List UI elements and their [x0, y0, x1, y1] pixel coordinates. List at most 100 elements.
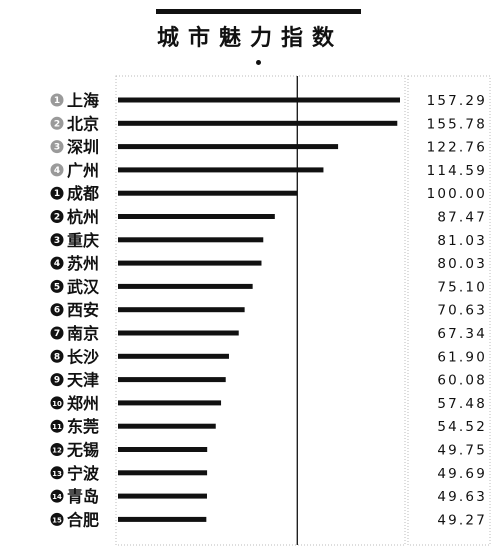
bar — [118, 307, 245, 313]
rank-label: 12 — [52, 447, 62, 455]
value-label: 49.27 — [437, 512, 487, 528]
rank-badge — [50, 443, 64, 456]
value-label: 122.76 — [427, 140, 487, 156]
bar — [118, 167, 324, 173]
category-label: 宁波 — [67, 464, 100, 483]
value-label: 60.08 — [437, 373, 487, 389]
value-label: 114.59 — [427, 163, 487, 179]
rank-badge — [50, 326, 64, 340]
bar — [118, 283, 253, 289]
bar — [118, 120, 398, 126]
rank-badge — [50, 489, 64, 503]
rank-badge — [50, 396, 64, 410]
rank-label: 4 — [54, 259, 60, 269]
rank-label: 10 — [52, 400, 62, 408]
rank-badge — [50, 373, 64, 387]
value-label: 57.48 — [437, 396, 487, 412]
rank-label: 8 — [54, 352, 60, 362]
value-label: 155.78 — [427, 116, 487, 132]
rank-badge — [50, 233, 64, 247]
bar — [118, 423, 216, 429]
category-label: 天津 — [67, 371, 99, 390]
bar — [118, 190, 298, 196]
value-label: 80.03 — [437, 256, 487, 272]
rank-badge — [50, 186, 64, 200]
rank-label: 6 — [54, 306, 60, 316]
value-label: 81.03 — [437, 233, 487, 249]
category-label: 北京 — [67, 114, 99, 133]
rank-label: 9 — [54, 376, 60, 386]
rank-badge — [50, 419, 64, 433]
value-label: 49.69 — [437, 466, 487, 482]
category-label: 合肥 — [67, 510, 99, 529]
rank-badge — [50, 512, 64, 526]
bar — [118, 260, 262, 266]
bar — [118, 470, 208, 476]
bar — [118, 447, 208, 452]
rank-label: 11 — [52, 423, 62, 431]
rank-badge — [50, 163, 64, 177]
rank-label: 2 — [54, 213, 60, 223]
bar — [118, 377, 226, 383]
value-label: 75.10 — [437, 279, 487, 295]
rank-label: 2 — [54, 119, 60, 129]
rank-badge — [50, 116, 64, 130]
rank-badge — [50, 256, 64, 270]
rank-badge — [50, 210, 64, 223]
value-label: 87.47 — [437, 210, 487, 226]
category-label: 成都 — [67, 184, 99, 203]
rank-label: 14 — [52, 493, 62, 501]
rank-badge — [50, 303, 64, 317]
category-label: 上海 — [67, 91, 99, 110]
rank-label: 3 — [54, 143, 60, 153]
bar — [118, 400, 222, 406]
category-label: 杭州 — [67, 208, 99, 227]
chart-title: 城市魅力指数 — [156, 26, 343, 51]
category-label: 无锡 — [66, 441, 99, 460]
rank-badge — [50, 466, 64, 480]
category-label: 东莞 — [67, 417, 99, 436]
value-label: 100.00 — [427, 186, 487, 202]
category-label: 郑州 — [67, 394, 99, 413]
plot-frame — [115, 75, 406, 546]
rank-label: 1 — [54, 96, 60, 106]
value-label: 157.29 — [427, 93, 487, 109]
category-label: 重庆 — [67, 231, 99, 250]
bar — [118, 516, 207, 522]
bar — [118, 493, 207, 499]
bar — [118, 237, 264, 243]
category-label: 武汉 — [67, 277, 100, 296]
rank-label: 4 — [54, 166, 60, 176]
rank-badge — [50, 279, 64, 293]
value-label: 49.63 — [437, 489, 487, 505]
category-label: 广州 — [67, 161, 99, 180]
value-column-frame — [407, 75, 491, 546]
rank-label: 1 — [54, 189, 60, 199]
rank-label: 15 — [52, 516, 62, 524]
rank-label: 7 — [54, 329, 60, 339]
value-label: 49.75 — [437, 443, 487, 459]
category-label: 深圳 — [67, 138, 99, 157]
rank-label: 13 — [52, 470, 62, 478]
category-label: 西安 — [67, 301, 99, 320]
bar — [118, 144, 339, 150]
value-label: 70.63 — [437, 303, 487, 319]
category-label: 青岛 — [67, 487, 99, 506]
value-label: 54.52 — [437, 419, 487, 435]
rank-label: 5 — [54, 282, 60, 292]
bar — [118, 330, 239, 336]
bar — [118, 353, 229, 359]
bar — [118, 214, 275, 219]
rank-label: 3 — [54, 236, 60, 246]
value-label: 61.90 — [437, 349, 487, 365]
bar — [118, 97, 400, 103]
category-label: 苏州 — [67, 254, 99, 273]
category-label: 南京 — [67, 324, 99, 343]
rank-badge — [50, 349, 64, 363]
value-label: 67.34 — [437, 326, 487, 342]
rank-badge — [50, 140, 64, 154]
category-label: 长沙 — [67, 347, 99, 366]
rank-badge — [50, 93, 64, 107]
title-dot — [256, 60, 261, 65]
